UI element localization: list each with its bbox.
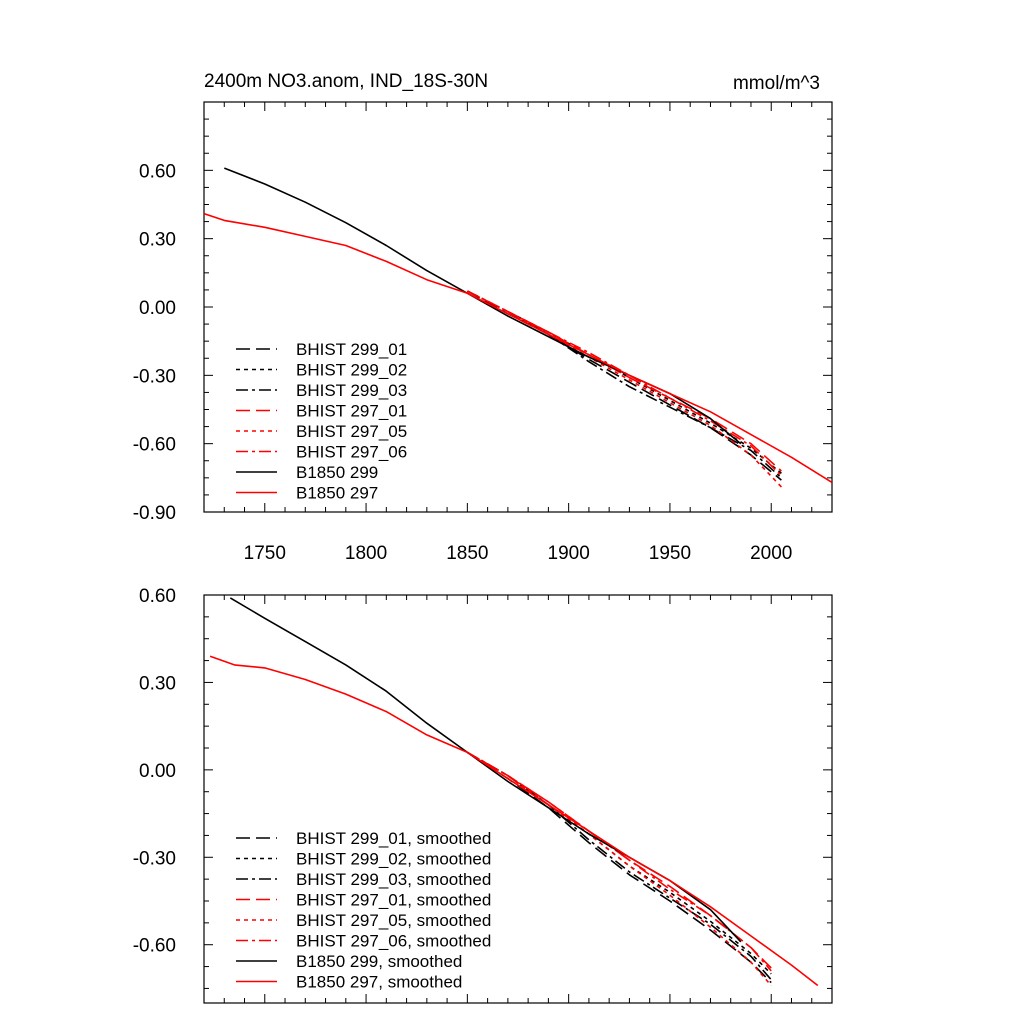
legend-label: BHIST 297_05 bbox=[296, 422, 407, 441]
x-tick-label: 1900 bbox=[548, 543, 590, 564]
series-line bbox=[467, 290, 782, 472]
legend-label: BHIST 297_05, smoothed bbox=[296, 911, 491, 930]
series-line bbox=[467, 751, 772, 972]
legend-label: BHIST 297_06, smoothed bbox=[296, 932, 491, 951]
y-tick-label: 0.00 bbox=[139, 761, 176, 782]
series-line bbox=[466, 751, 772, 984]
legend-label: BHIST 297_01 bbox=[296, 402, 407, 421]
legend-label: BHIST 297_06 bbox=[296, 443, 407, 462]
series-line bbox=[467, 751, 772, 987]
units-label: mmol/m^3 bbox=[733, 73, 820, 94]
plot-frame bbox=[203, 594, 833, 1004]
series-line bbox=[467, 751, 772, 981]
y-tick-label: -0.60 bbox=[133, 936, 176, 957]
legend-label: B1850 297 bbox=[296, 484, 378, 503]
legend-label: BHIST 299_02, smoothed bbox=[296, 850, 491, 869]
series-line bbox=[467, 290, 782, 488]
legend-label: BHIST 299_03 bbox=[296, 381, 407, 400]
series-line bbox=[467, 290, 782, 477]
y-tick-label: 0.00 bbox=[139, 298, 176, 319]
x-tick-label: 1950 bbox=[649, 543, 691, 564]
series-line bbox=[209, 655, 819, 987]
x-tick-label: 1750 bbox=[244, 543, 286, 564]
y-tick-label: 0.60 bbox=[139, 161, 176, 182]
y-tick-label: 0.60 bbox=[139, 586, 176, 607]
y-tick-label: -0.60 bbox=[133, 435, 176, 456]
legend-label: BHIST 299_01, smoothed bbox=[296, 829, 491, 848]
legend-label: BHIST 299_01 bbox=[296, 340, 407, 359]
series-line bbox=[467, 290, 782, 474]
x-tick-label: 2000 bbox=[750, 543, 792, 564]
legend-label: BHIST 299_02 bbox=[296, 361, 407, 380]
legend-label: BHIST 297_01, smoothed bbox=[296, 891, 491, 910]
legend-label: B1850 299, smoothed bbox=[296, 952, 462, 971]
legend-label: B1850 299 bbox=[296, 463, 378, 482]
legend-label: BHIST 299_03, smoothed bbox=[296, 870, 491, 889]
y-tick-label: 0.30 bbox=[139, 230, 176, 251]
y-tick-label: 0.30 bbox=[139, 673, 176, 694]
series-line bbox=[467, 751, 772, 975]
y-tick-label: -0.90 bbox=[133, 503, 176, 524]
chart-title: 2400m NO3.anom, IND_18S-30N bbox=[204, 71, 488, 92]
series-line bbox=[204, 212, 832, 484]
legend-label: B1850 297, smoothed bbox=[296, 973, 462, 992]
top-panel: 1750 1800 1850 1900 1950 2000 0.60 0.30 0.00 -0.3… bbox=[133, 71, 833, 564]
series-line bbox=[467, 290, 782, 479]
x-tick-label: 1850 bbox=[446, 543, 488, 564]
x-tick-label: 1800 bbox=[345, 543, 387, 564]
y-tick-label: -0.30 bbox=[133, 848, 176, 869]
bottom-panel: 0.60 0.30 0.00 -0.30 -0.60 BHIST 299_01, smoo… bbox=[133, 586, 833, 1004]
series-group bbox=[209, 597, 819, 987]
series-group bbox=[204, 167, 832, 488]
y-tick-label: -0.30 bbox=[133, 366, 176, 387]
